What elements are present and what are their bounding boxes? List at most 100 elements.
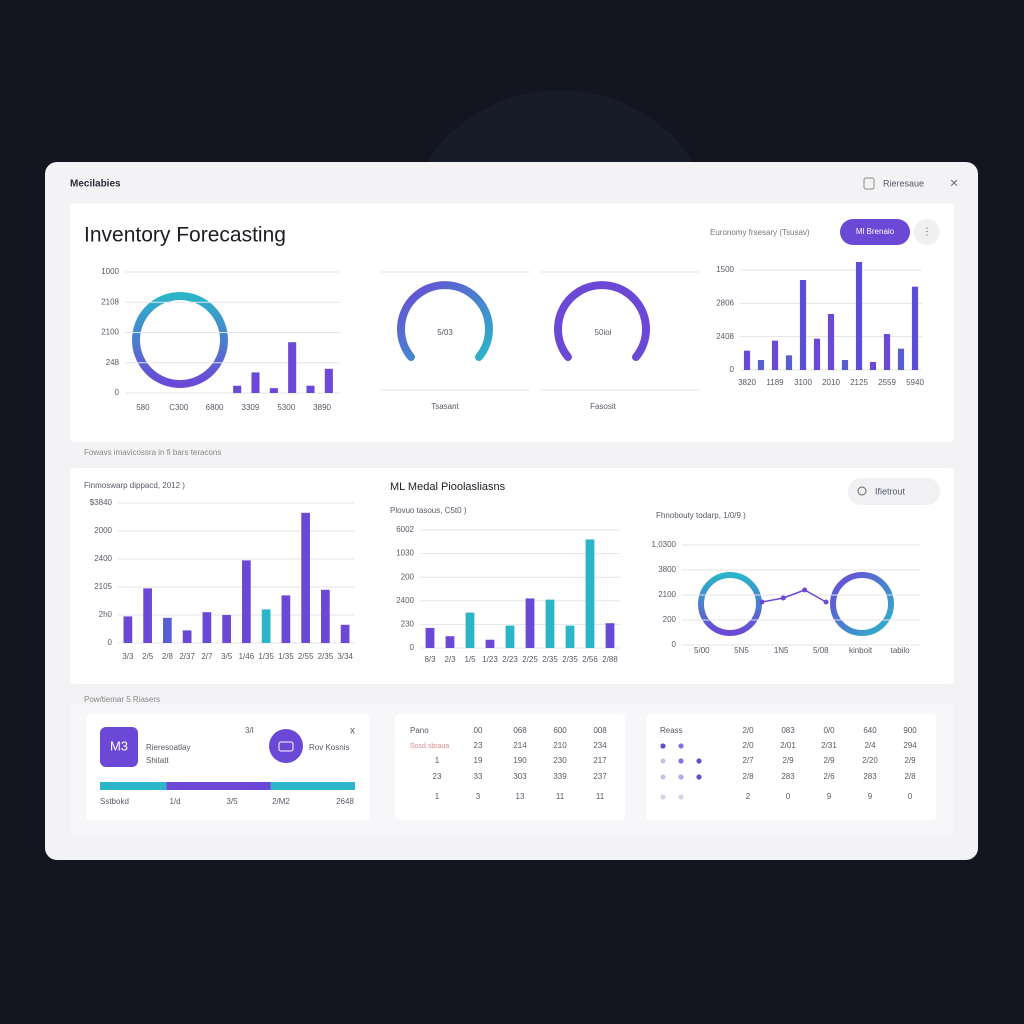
x-tick-label: 3309 [242, 403, 260, 412]
bar [306, 385, 315, 393]
table-cell: 2/31 [821, 741, 837, 750]
status-dot [678, 774, 684, 780]
bar [869, 362, 877, 370]
x-tick-label: 3820 [738, 378, 756, 387]
action-icon[interactable] [863, 177, 875, 190]
search-icon [857, 486, 867, 496]
donut [830, 572, 894, 636]
y-tick-label: 1500 [716, 265, 734, 274]
table-cell: Sosd sbraua [410, 743, 449, 750]
x-tick-label: 3/5 [221, 652, 233, 661]
y-tick-label: 0 [410, 643, 415, 652]
table-cell: 0 [786, 792, 791, 801]
x-tick-label: 1/46 [239, 652, 255, 661]
chart-subtitle: Finmoswarp dippacd, 2012 ) [84, 481, 185, 490]
donut [132, 292, 228, 388]
bar [771, 340, 779, 370]
x-tick-label: 2/35 [318, 652, 334, 661]
status-dot [696, 758, 702, 764]
table-cell: 0 [908, 792, 913, 801]
bar [425, 627, 435, 648]
badge-icon [269, 729, 303, 763]
x-tick-label: 580 [136, 403, 150, 412]
y-tick-label: 0 [108, 638, 113, 647]
line-point [823, 599, 829, 605]
y-tick-label: 0 [730, 365, 735, 374]
y-tick-label: 200 [663, 615, 677, 624]
table-cell: 2/8 [904, 772, 916, 781]
x-tick-label: 5/00 [694, 646, 710, 655]
table-cell: 2/0 [742, 741, 754, 750]
table-cell: 33 [474, 772, 483, 781]
table-cell: 230 [553, 756, 567, 765]
y-tick-label: 2408 [716, 332, 734, 341]
table-cell: 2/20 [862, 756, 878, 765]
bar [883, 334, 891, 370]
table-cell: 2 [746, 792, 751, 801]
line [761, 589, 827, 603]
y-tick-label: 230 [401, 620, 415, 629]
status-dot [678, 758, 684, 764]
bar [545, 599, 555, 648]
table-header: 2/0 [742, 726, 754, 735]
x-tick-label: 1/35 [258, 652, 274, 661]
more-icon[interactable]: ⋮ [922, 227, 932, 238]
search-text[interactable]: Ifietrout [875, 486, 906, 496]
line-point [780, 595, 786, 601]
close-button[interactable]: × [950, 175, 958, 191]
x-tick-label: 2/8 [162, 652, 174, 661]
bar [799, 280, 807, 370]
primary-button-label[interactable]: Ml Brenaio [856, 227, 895, 236]
page-subtitle: Euronomy frsesary (Tsusav) [710, 228, 810, 237]
table-cell: 2/9 [782, 756, 794, 765]
status-dot [678, 794, 684, 800]
y-tick-label: 2108 [101, 297, 119, 306]
bar [605, 623, 615, 648]
progress-label: Sstbokd [100, 797, 129, 806]
gauge-arc [554, 281, 650, 361]
table-cell: 2/6 [823, 772, 835, 781]
gauge-value: 50ioi [595, 328, 612, 337]
search-box[interactable] [848, 478, 940, 505]
progress-label: 2/M2 [272, 797, 290, 806]
y-tick-label: 3800 [658, 565, 676, 574]
table-cell: 2/01 [780, 741, 796, 750]
table-cell: 294 [903, 741, 917, 750]
table-header: Reass [660, 726, 683, 735]
table-cell: 2/7 [742, 756, 754, 765]
primary-button[interactable] [840, 219, 910, 245]
x-tick-label: 1/35 [278, 652, 294, 661]
x-tick-label: 2559 [878, 378, 896, 387]
y-tick-label: 1030 [396, 549, 414, 558]
x-tick-label: 2/23 [502, 655, 518, 664]
window-title: Mecilabies [70, 179, 121, 190]
table-header: 00 [474, 726, 483, 735]
bar [841, 360, 849, 370]
more-button[interactable] [914, 219, 940, 245]
status-dot [660, 758, 666, 764]
window-action[interactable]: Rieresaue [883, 178, 924, 188]
x-tick-label: 2/88 [602, 655, 618, 664]
table-cell: 214 [513, 741, 527, 750]
bar [301, 512, 310, 643]
table-cell: 283 [781, 772, 795, 781]
table-cell: 2/9 [904, 756, 916, 765]
x-tick-label: 8/3 [424, 655, 436, 664]
card-close[interactable]: x [350, 726, 355, 737]
table-header: 900 [903, 726, 917, 735]
card-icon [100, 727, 138, 767]
line-point [759, 599, 765, 605]
bar [251, 372, 260, 393]
table-cell: 283 [863, 772, 877, 781]
status-dot [678, 743, 684, 749]
bar [911, 286, 919, 370]
table-header: 083 [781, 726, 795, 735]
table-cell: 11 [556, 792, 565, 801]
table-cell: 210 [553, 741, 567, 750]
gauge-caption: Fasosit [590, 402, 617, 411]
table-cell: 190 [513, 756, 527, 765]
table-header: 600 [553, 726, 567, 735]
x-tick-label: kinboit [849, 646, 873, 655]
gauge-arc [397, 281, 493, 361]
badge-glyph [278, 741, 294, 752]
